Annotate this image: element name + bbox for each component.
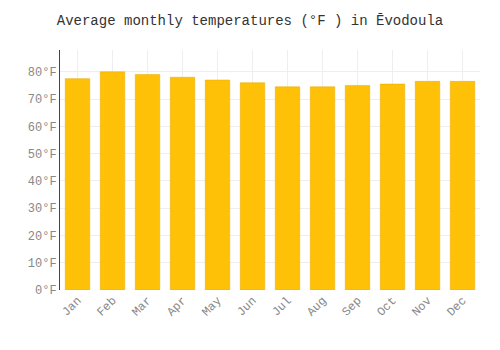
svg-text:Mar: Mar — [129, 294, 154, 319]
svg-text:60°F: 60°F — [28, 121, 57, 135]
svg-text:Jun: Jun — [234, 294, 259, 319]
svg-text:40°F: 40°F — [28, 175, 57, 189]
svg-text:80°F: 80°F — [28, 66, 57, 80]
svg-text:Feb: Feb — [94, 294, 119, 319]
svg-text:Jul: Jul — [269, 294, 294, 319]
svg-text:Dec: Dec — [444, 294, 469, 319]
svg-text:Oct: Oct — [374, 294, 399, 319]
svg-text:Jan: Jan — [59, 294, 84, 319]
svg-text:Apr: Apr — [164, 294, 189, 319]
svg-text:10°F: 10°F — [28, 257, 57, 271]
svg-text:0°F: 0°F — [35, 284, 57, 298]
svg-text:Sep: Sep — [339, 294, 364, 319]
svg-text:70°F: 70°F — [28, 93, 57, 107]
svg-text:May: May — [199, 294, 224, 319]
svg-text:20°F: 20°F — [28, 230, 57, 244]
svg-text:Average monthly temperatures (: Average monthly temperatures (°F ) in Ēv… — [57, 13, 443, 29]
svg-text:30°F: 30°F — [28, 202, 57, 216]
svg-text:50°F: 50°F — [28, 148, 57, 162]
svg-text:Aug: Aug — [304, 294, 329, 319]
svg-text:Nov: Nov — [409, 294, 434, 319]
